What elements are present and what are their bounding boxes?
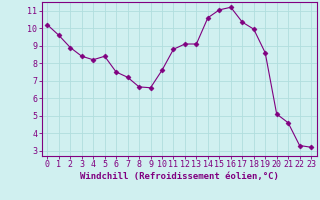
X-axis label: Windchill (Refroidissement éolien,°C): Windchill (Refroidissement éolien,°C) — [80, 172, 279, 181]
